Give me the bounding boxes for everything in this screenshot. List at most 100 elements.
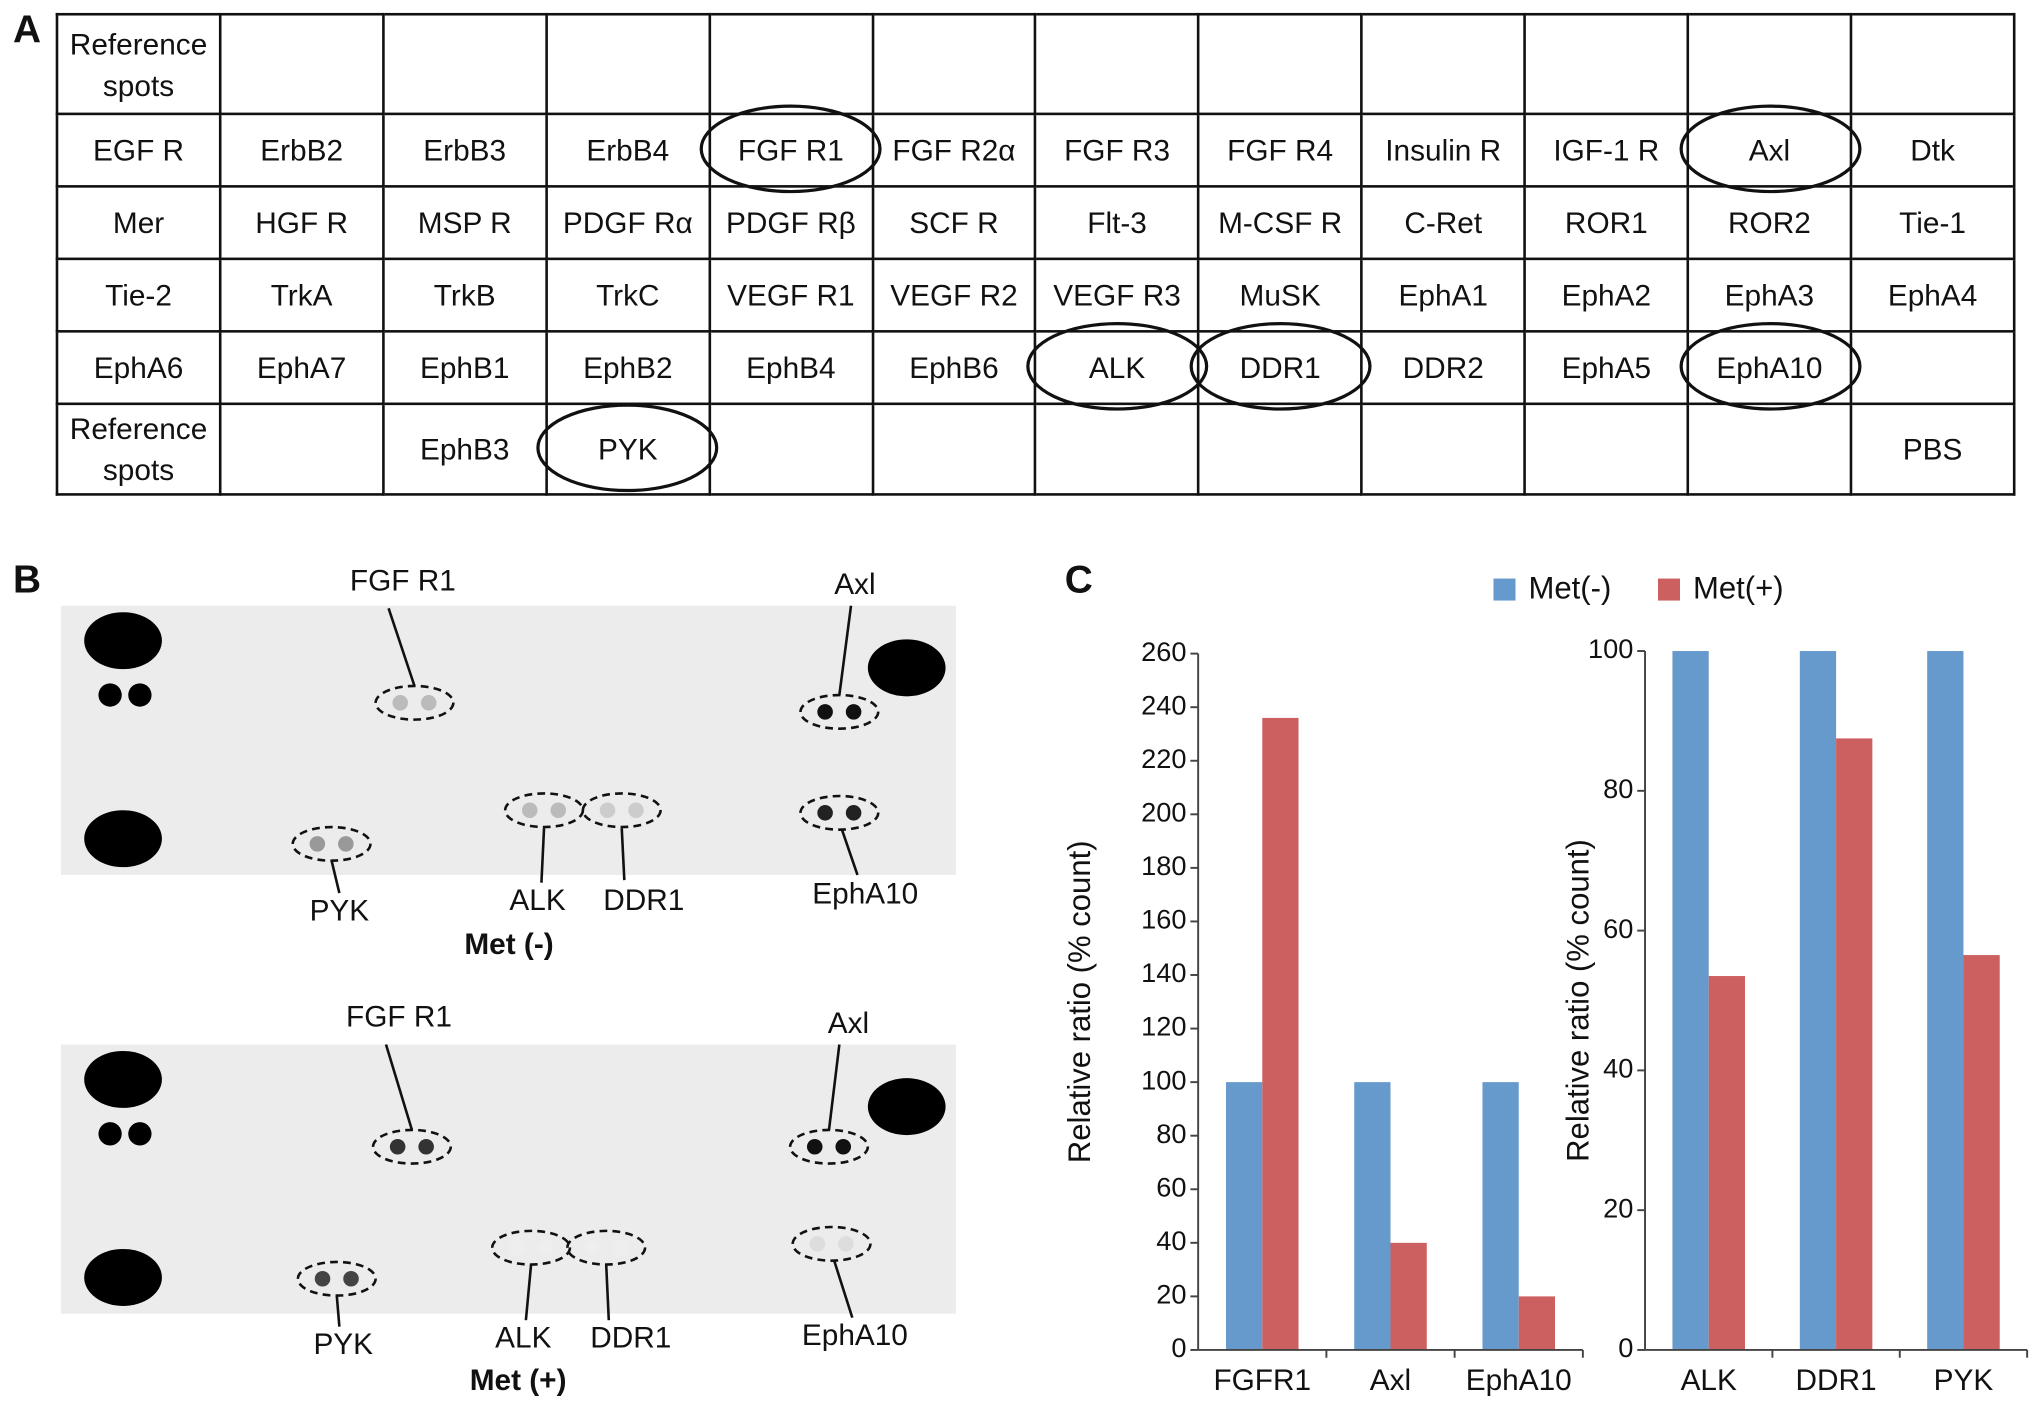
spot bbox=[418, 1138, 434, 1155]
y-tick-label: 180 bbox=[1141, 850, 1186, 881]
table-cell: EphA1 bbox=[1360, 257, 1527, 333]
y-tick-label: 60 bbox=[1603, 913, 1633, 944]
bar bbox=[1262, 717, 1299, 1350]
table-cell: EphA6 bbox=[55, 330, 222, 406]
dashed-circle bbox=[799, 794, 880, 831]
y-tick-label: 260 bbox=[1141, 636, 1186, 667]
spot-label: PYK bbox=[310, 894, 370, 927]
dashed-circle bbox=[581, 792, 662, 829]
table-cell: VEGF R1 bbox=[708, 257, 874, 333]
reference-spot bbox=[867, 1078, 946, 1136]
table-cell: Tie-1 bbox=[1849, 185, 2016, 261]
reference-spot bbox=[98, 1122, 122, 1146]
table-cell: EGF R bbox=[55, 112, 222, 188]
x-tick-label: EphA10 bbox=[1466, 1364, 1572, 1397]
leader-line bbox=[827, 1044, 841, 1131]
dashed-circle bbox=[296, 1260, 377, 1297]
spot bbox=[599, 802, 616, 818]
table-cell: TrkB bbox=[381, 257, 548, 333]
table-cell: Dtk bbox=[1849, 112, 2016, 188]
table-cell: PDGF Rβ bbox=[708, 185, 874, 261]
table-cell bbox=[381, 12, 548, 116]
table-cell: ROR2 bbox=[1686, 185, 1853, 261]
table-cell: FGF R1 bbox=[708, 112, 874, 188]
y-tick-label: 20 bbox=[1603, 1192, 1633, 1223]
table-cell: FGF R4 bbox=[1197, 112, 1363, 188]
table-cell bbox=[218, 12, 385, 116]
y-tick-label: 200 bbox=[1141, 797, 1186, 828]
spot bbox=[817, 805, 833, 821]
table-cell bbox=[1034, 402, 1200, 496]
y-tick-label: 160 bbox=[1141, 904, 1186, 935]
y-axis-title: Relative ratio (% count) bbox=[1062, 840, 1097, 1163]
table-cell bbox=[1197, 12, 1363, 116]
circle-highlight bbox=[1679, 104, 1862, 194]
x-tick-label: DDR1 bbox=[1796, 1364, 1877, 1397]
spot bbox=[338, 836, 354, 852]
spot bbox=[314, 1271, 331, 1287]
table-cell: MSP R bbox=[381, 185, 548, 261]
circle-highlight bbox=[536, 403, 719, 493]
spot bbox=[806, 1138, 823, 1155]
table-cell bbox=[1523, 12, 1690, 116]
spot-label: EphA10 bbox=[802, 1319, 908, 1352]
y-tick-label: 0 bbox=[1171, 1332, 1186, 1363]
reference-spot bbox=[98, 683, 122, 707]
spot bbox=[389, 1138, 406, 1155]
circle-highlight bbox=[1026, 321, 1209, 411]
legend-label: Met(+) bbox=[1693, 570, 1784, 605]
spot bbox=[550, 802, 567, 818]
table-cell: EphB4 bbox=[708, 330, 874, 406]
table-cell: Reference spots bbox=[55, 402, 222, 496]
table-cell: EphB3 bbox=[381, 402, 548, 496]
reference-spot bbox=[84, 810, 162, 868]
table-cell bbox=[708, 12, 874, 116]
bar bbox=[1390, 1242, 1427, 1350]
table-cell bbox=[218, 402, 385, 496]
spot bbox=[835, 1138, 852, 1155]
bar bbox=[1672, 651, 1709, 1350]
y-tick-label: 80 bbox=[1156, 1118, 1186, 1149]
y-tick-label: 80 bbox=[1603, 773, 1633, 804]
table-row: Tie-2 TrkA TrkB TrkC VEGF R1 VEGF R2 VEGF R3 Mu… bbox=[55, 257, 2016, 333]
spot bbox=[817, 704, 833, 720]
bar bbox=[1927, 651, 1964, 1350]
table-cell: EphA2 bbox=[1523, 257, 1690, 333]
table-cell: EphA10 bbox=[1686, 330, 1853, 406]
table-cell: ErbB3 bbox=[381, 112, 548, 188]
y-tick-label: 120 bbox=[1141, 1011, 1186, 1042]
blot-title: Met (+) bbox=[470, 1364, 567, 1397]
dashed-circle bbox=[490, 1229, 572, 1266]
table-cell: C-Ret bbox=[1360, 185, 1527, 261]
table-cell: M-CSF R bbox=[1197, 185, 1363, 261]
table-row: Reference spots bbox=[55, 12, 2016, 116]
spot-label: PYK bbox=[313, 1328, 373, 1361]
table-cell: DDR1 bbox=[1197, 330, 1363, 406]
y-tick-label: 40 bbox=[1156, 1225, 1186, 1256]
legend-label: Met(-) bbox=[1528, 570, 1611, 605]
bar bbox=[1518, 1296, 1556, 1350]
spot bbox=[584, 1239, 600, 1256]
table-cell: Insulin R bbox=[1360, 112, 1527, 188]
circle-highlight bbox=[1679, 321, 1862, 411]
table-cell: SCF R bbox=[871, 185, 1037, 261]
leader-line bbox=[840, 829, 859, 876]
spot bbox=[612, 1239, 629, 1256]
x-tick-label: Axl bbox=[1370, 1364, 1411, 1397]
spot bbox=[343, 1271, 359, 1287]
table-cell bbox=[1849, 12, 2016, 116]
leader-line bbox=[387, 607, 416, 687]
table-row: EphA6 EphA7 EphB1 EphB2 EphB4 EphB6 ALK DDR1 DDR… bbox=[55, 330, 2016, 406]
table-cell: PBS bbox=[1849, 402, 2016, 496]
reference-spot bbox=[84, 612, 162, 670]
table-row: Reference spots EphB3 PYK PBS bbox=[55, 402, 2016, 496]
leader-line bbox=[335, 1295, 341, 1327]
leader-line bbox=[524, 1264, 533, 1321]
table-cell: Reference spots bbox=[55, 12, 222, 116]
panel-letter: C bbox=[1065, 559, 1093, 602]
spot-label: EphA10 bbox=[812, 878, 918, 911]
spot bbox=[809, 1236, 826, 1252]
bar bbox=[1226, 1082, 1263, 1350]
panel-letter: B bbox=[13, 559, 41, 602]
bar bbox=[1963, 955, 2000, 1350]
